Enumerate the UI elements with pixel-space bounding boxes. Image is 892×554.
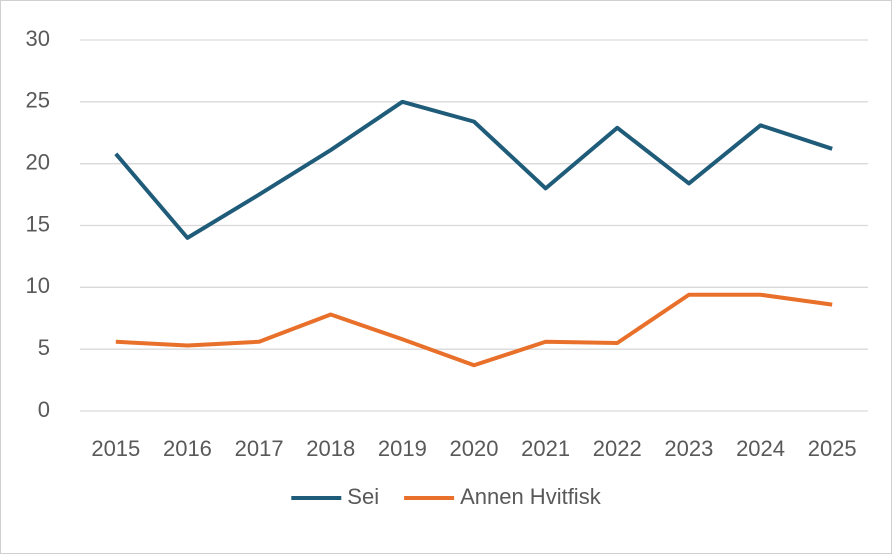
y-tick-label: 25 xyxy=(26,88,50,113)
x-tick-label: 2015 xyxy=(91,436,140,461)
y-tick-label: 10 xyxy=(26,273,50,298)
y-tick-label: 20 xyxy=(26,149,50,174)
y-tick-label: 15 xyxy=(26,211,50,236)
x-tick-label: 2021 xyxy=(521,436,570,461)
data-line xyxy=(115,292,833,368)
y-tick-label: 30 xyxy=(26,26,50,51)
x-tick-label: 2016 xyxy=(163,436,212,461)
legend-label: Annen Hvitfisk xyxy=(460,484,602,509)
data-line xyxy=(114,99,833,240)
x-tick-label: 2023 xyxy=(664,436,713,461)
x-tick-label: 2019 xyxy=(378,436,427,461)
x-tick-label: 2022 xyxy=(593,436,642,461)
x-tick-label: 2018 xyxy=(306,436,355,461)
x-tick-label: 2024 xyxy=(736,436,785,461)
x-tick-label: 2017 xyxy=(235,436,284,461)
y-tick-label: 0 xyxy=(38,397,50,422)
x-tick-label: 2020 xyxy=(450,436,499,461)
x-tick-label: 2025 xyxy=(808,436,857,461)
y-tick-label: 5 xyxy=(38,335,50,360)
legend-label: Sei xyxy=(347,484,379,509)
